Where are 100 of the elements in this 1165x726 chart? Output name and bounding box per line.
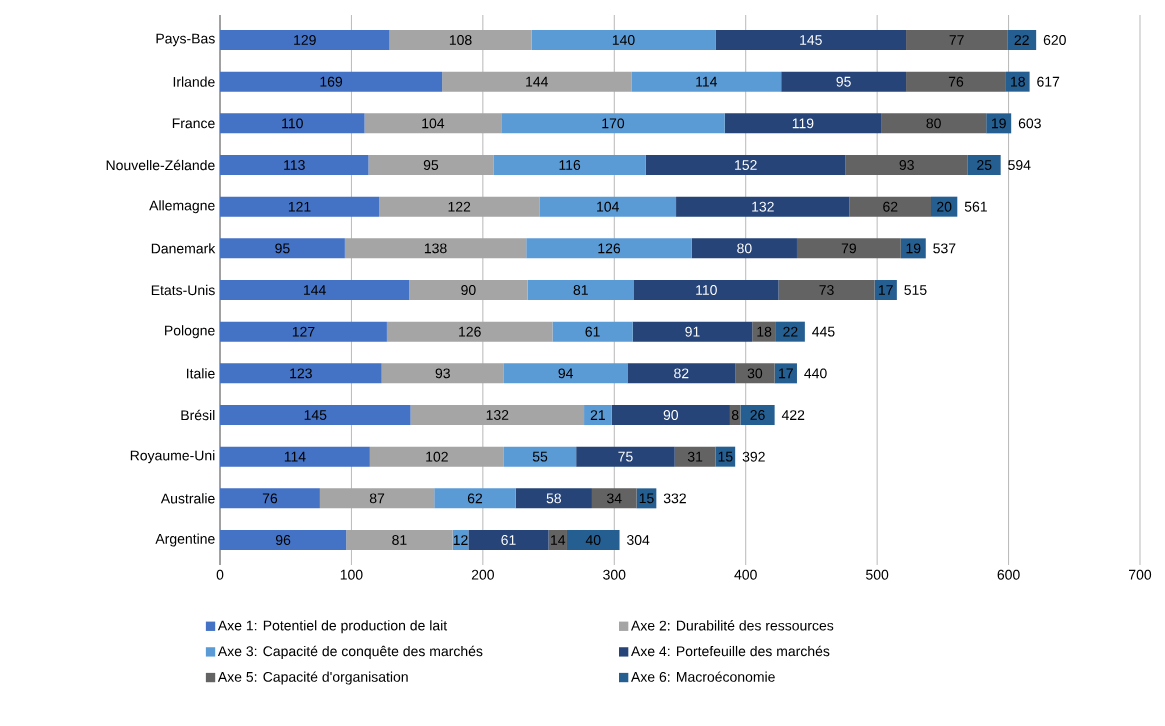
- bar: [442, 71, 632, 92]
- bar: [735, 363, 775, 384]
- data-label: 108: [449, 35, 472, 45]
- bar: [503, 446, 577, 467]
- bar: [631, 71, 782, 92]
- data-label: 102: [426, 451, 448, 462]
- data-label: 144: [304, 285, 326, 295]
- bar: [501, 113, 725, 134]
- data-label: 95: [275, 243, 290, 254]
- bar: [468, 530, 549, 551]
- bar: [220, 113, 365, 134]
- data-label: 132: [752, 201, 774, 212]
- data-label: 75: [618, 451, 633, 462]
- data-label: 90: [663, 410, 679, 420]
- bar: [220, 196, 380, 217]
- data-label: 18: [1011, 76, 1025, 87]
- total-label: 620: [1043, 35, 1066, 45]
- data-label: 95: [836, 76, 851, 87]
- data-label: 62: [883, 201, 898, 212]
- legend-label: Axe 6: Macroéconomie: [631, 671, 775, 682]
- data-label: 77: [949, 35, 964, 45]
- total-label: 440: [804, 368, 827, 379]
- bar: [389, 30, 532, 50]
- data-label: 34: [607, 493, 622, 504]
- bar: [775, 321, 805, 342]
- bar: [906, 30, 1008, 50]
- y-tick-label: Brésil: [181, 409, 215, 421]
- bar: [674, 446, 716, 467]
- bar: [715, 446, 736, 467]
- total-label: 422: [781, 410, 805, 420]
- total-label: 603: [1018, 118, 1041, 129]
- bar: [778, 280, 875, 301]
- bar: [344, 238, 527, 259]
- data-label: 114: [284, 451, 306, 462]
- bar: [220, 321, 387, 342]
- bar: [849, 196, 932, 217]
- y-tick-label: Argentine: [155, 533, 215, 547]
- data-label: 114: [696, 76, 718, 87]
- data-label: 90: [461, 285, 476, 295]
- bar: [796, 238, 901, 259]
- data-label: 73: [819, 285, 834, 295]
- total-label: 515: [904, 285, 927, 295]
- bar: [220, 446, 370, 467]
- data-label: 132: [486, 410, 509, 420]
- bar: [740, 405, 775, 426]
- data-label: 19: [991, 118, 1006, 129]
- bar: [584, 405, 612, 426]
- data-label: 81: [573, 285, 588, 295]
- data-label: 58: [546, 493, 561, 504]
- bar: [364, 113, 502, 134]
- data-label: 14: [551, 535, 566, 545]
- legend-label: Axe 4: Portefeuille des marchés: [631, 645, 830, 657]
- data-label: 62: [467, 493, 483, 504]
- data-label: 119: [792, 118, 814, 129]
- data-label: 123: [290, 368, 312, 379]
- bar: [220, 238, 345, 259]
- data-label: 110: [282, 118, 303, 129]
- bar: [220, 405, 411, 426]
- y-tick-label: Nouvelle-Zélande: [106, 159, 215, 171]
- bar: [1007, 30, 1037, 50]
- bar: [906, 71, 1006, 92]
- data-label: 82: [674, 368, 689, 379]
- bar: [774, 363, 797, 384]
- data-label: 79: [841, 243, 856, 254]
- data-label: 145: [800, 35, 822, 45]
- y-tick-label: Australie: [160, 493, 215, 504]
- data-label: 95: [423, 160, 439, 170]
- bar: [645, 155, 846, 176]
- bar: [503, 363, 628, 384]
- bar: [591, 488, 637, 509]
- bar: [381, 363, 504, 384]
- x-tick-label: 500: [866, 569, 889, 580]
- legend-label: Axe 3: Capacité de conquête des marchés: [217, 645, 483, 659]
- data-label: 113: [284, 160, 305, 170]
- data-label: 19: [906, 243, 921, 254]
- x-tick-label: 100: [340, 569, 363, 580]
- bar: [967, 155, 1001, 176]
- data-label: 25: [977, 160, 992, 170]
- data-label: 138: [424, 243, 447, 254]
- y-tick-label: Pologne: [165, 325, 215, 339]
- bar: [539, 196, 677, 217]
- bar: [611, 405, 730, 426]
- x-tick-label: 600: [997, 569, 1020, 580]
- bar: [676, 196, 850, 217]
- total-label: 445: [812, 326, 835, 337]
- bar: [386, 321, 553, 342]
- data-label: 94: [558, 368, 574, 379]
- bar: [220, 71, 443, 92]
- y-tick-label: France: [172, 118, 215, 129]
- bar: [576, 446, 675, 467]
- bar: [715, 30, 907, 50]
- total-label: 332: [663, 493, 686, 504]
- bar: [632, 321, 753, 342]
- bar: [220, 30, 390, 50]
- data-label: 30: [747, 368, 763, 379]
- total-label: 304: [627, 535, 650, 545]
- bar: [881, 113, 987, 134]
- y-tick-label: Pays-Bas: [156, 33, 215, 47]
- data-label: 93: [435, 368, 450, 379]
- x-tick-label: 700: [1129, 569, 1152, 580]
